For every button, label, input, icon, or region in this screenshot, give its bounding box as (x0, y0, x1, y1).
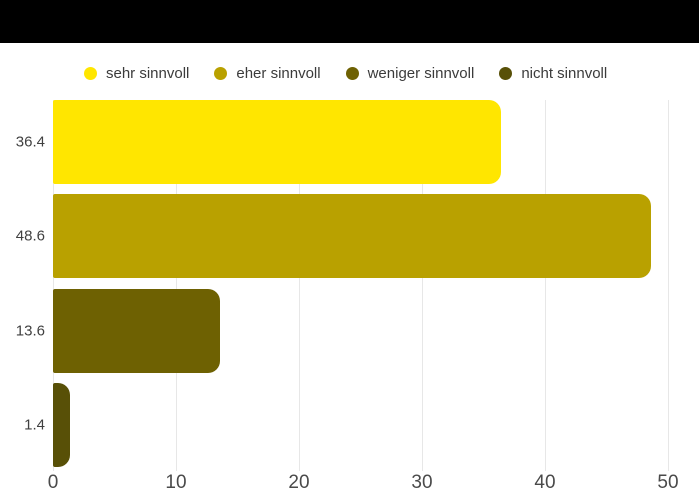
bar-eher-sinnvoll (53, 194, 651, 279)
legend-item-weniger-sinnvoll: weniger sinnvoll (345, 64, 475, 82)
x-tick-label: 20 (288, 472, 310, 493)
x-tick-label: 10 (165, 472, 187, 493)
x-tick-label: 40 (534, 472, 556, 493)
gridline (53, 100, 54, 471)
value-label: 48.6 (15, 227, 45, 245)
plot-area: 36.4 48.6 13.6 1.4 (16, 100, 669, 471)
x-tick-label: 0 (47, 472, 59, 493)
value-label: 13.6 (15, 322, 45, 340)
gridline (176, 100, 177, 471)
legend-dot-nicht-sinnvoll-icon (499, 66, 513, 80)
value-label: 1.4 (24, 416, 45, 434)
legend-item-eher-sinnvoll: eher sinnvoll (214, 64, 321, 82)
top-black-strip (0, 0, 699, 43)
x-tick-label: 50 (657, 472, 679, 493)
chart-legend: sehr sinnvoll eher sinnvoll weniger sinn… (84, 62, 607, 84)
bar-row: 1.4 (24, 382, 668, 467)
gridline (668, 100, 669, 471)
bar-row: 48.6 (16, 194, 668, 279)
legend-item-nicht-sinnvoll: nicht sinnvoll (499, 65, 607, 82)
bar-row: 36.4 (16, 100, 668, 184)
legend-label: nicht sinnvoll (521, 64, 608, 82)
legend-label: sehr sinnvoll (106, 64, 190, 82)
bar-nicht-sinnvoll (53, 382, 71, 467)
legend-label: eher sinnvoll (236, 64, 321, 82)
legend-label: weniger sinnvoll (367, 64, 475, 82)
bar-row: 13.6 (16, 288, 668, 373)
gridlines (53, 100, 669, 471)
legend-item-sehr-sinnvoll: sehr sinnvoll (84, 65, 189, 82)
gridline (299, 100, 300, 471)
legend-dot-weniger-sinnvoll-icon (345, 66, 359, 80)
x-axis: 0 10 20 30 40 50 (48, 471, 679, 495)
x-tick-label: 30 (411, 472, 433, 493)
legend-dot-sehr-sinnvoll-icon (84, 66, 97, 80)
legend-dot-eher-sinnvoll-icon (214, 66, 228, 80)
bar-weniger-sinnvoll (53, 288, 221, 373)
bar-rows: 36.4 48.6 13.6 1.4 (16, 100, 668, 467)
gridline (422, 100, 423, 471)
bar-sehr-sinnvoll (53, 100, 501, 184)
value-label: 36.4 (15, 133, 45, 151)
gridline (545, 100, 546, 471)
